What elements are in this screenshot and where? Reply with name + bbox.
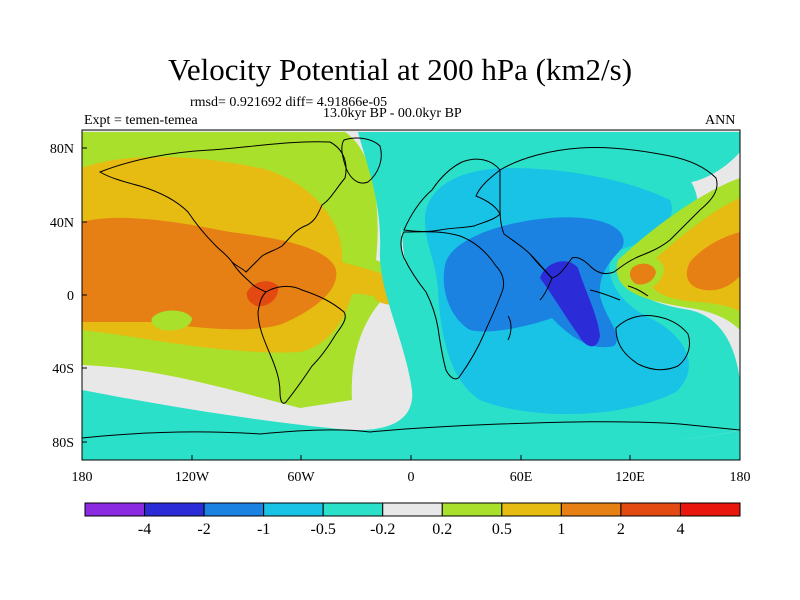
positive-lobe-pacific-south-core bbox=[629, 263, 656, 285]
positive-max bbox=[246, 281, 279, 307]
coast-central-america bbox=[231, 261, 267, 293]
colorbar-swatch bbox=[501, 502, 562, 517]
coast-north-america bbox=[98, 141, 347, 273]
negative-min bbox=[540, 261, 600, 347]
lon-label: 0 bbox=[408, 470, 415, 485]
colorbar-swatch bbox=[263, 502, 324, 517]
coastlines bbox=[82, 137, 740, 439]
colorbar bbox=[84, 502, 741, 517]
positive-lobe-core bbox=[82, 217, 337, 330]
colorbar-swatch bbox=[382, 502, 443, 517]
coast-south-america bbox=[257, 285, 346, 404]
positive-lobe-pacific-core bbox=[686, 232, 740, 291]
colorbar-label: -2 bbox=[197, 521, 210, 538]
coast-greenland bbox=[341, 137, 382, 184]
lat-label: 80S bbox=[52, 436, 74, 451]
lon-label: 120W bbox=[175, 470, 210, 485]
season-label: ANN bbox=[705, 113, 736, 128]
lon-labels: 180 120W 60W 0 60E 120E 180 bbox=[72, 470, 751, 485]
colorbar-swatch bbox=[620, 502, 681, 517]
lon-label: 180 bbox=[730, 470, 751, 485]
positive-blob-west bbox=[151, 310, 192, 331]
colorbar-label: 2 bbox=[617, 521, 625, 538]
colorbar-swatch bbox=[322, 502, 384, 517]
lat-label: 80N bbox=[50, 142, 74, 157]
colorbar-label: -0.2 bbox=[370, 521, 395, 538]
coast-madagascar bbox=[507, 315, 512, 341]
lat-labels: 80N 40N 0 40S 80S bbox=[50, 142, 74, 451]
colorbar-swatch bbox=[441, 502, 503, 517]
coast-indonesia bbox=[589, 285, 649, 301]
coast-africa bbox=[400, 231, 505, 380]
map-ticks bbox=[81, 147, 741, 460]
colorbar-label: -0.5 bbox=[311, 521, 336, 538]
colorbar-label: 0.5 bbox=[492, 521, 512, 538]
negative-lobe-outer bbox=[82, 132, 740, 460]
colorbar-label: 0.2 bbox=[432, 521, 452, 538]
colorbar-swatch bbox=[144, 502, 205, 517]
lon-label: 120E bbox=[615, 470, 645, 485]
colorbar-labels: -4 -2 -1 -0.5 -0.2 0.2 0.5 1 2 4 bbox=[138, 521, 685, 538]
coast-australia bbox=[615, 315, 691, 371]
lon-label: 60E bbox=[510, 470, 533, 485]
period-label: 13.0kyr BP - 00.0kyr BP bbox=[323, 106, 462, 121]
colorbar-swatch bbox=[560, 502, 622, 517]
coast-india bbox=[529, 253, 553, 301]
lat-label: 0 bbox=[67, 289, 74, 304]
colorbar-label: 1 bbox=[557, 521, 565, 538]
lon-label: 180 bbox=[72, 470, 93, 485]
colorbar-swatch bbox=[203, 502, 265, 517]
colorbar-label: -1 bbox=[257, 521, 270, 538]
stats-label: rmsd= 0.921692 diff= 4.91866e-05 bbox=[190, 95, 388, 110]
coast-antarctica bbox=[82, 421, 740, 439]
coast-europe bbox=[403, 158, 501, 232]
map-title: Velocity Potential at 200 hPa (km2/s) bbox=[167, 52, 633, 87]
experiment-label: Expt = temen-temea bbox=[84, 113, 198, 128]
velocity-field bbox=[82, 130, 740, 460]
colorbar-swatch bbox=[679, 502, 741, 517]
lat-label: 40S bbox=[52, 362, 74, 377]
lat-label: 40N bbox=[50, 216, 74, 231]
lon-label: 60W bbox=[287, 470, 315, 485]
colorbar-swatch bbox=[84, 502, 146, 517]
colorbar-label: -4 bbox=[138, 521, 151, 538]
colorbar-label: 4 bbox=[676, 521, 684, 538]
